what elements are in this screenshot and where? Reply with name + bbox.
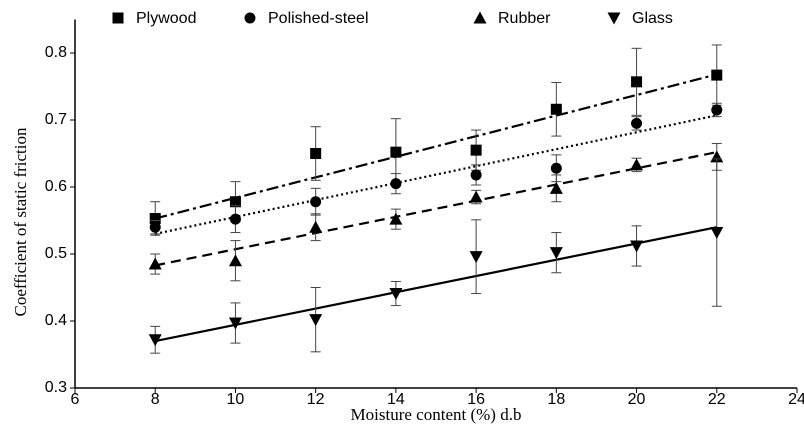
marker [549,247,563,260]
marker [389,212,403,225]
x-tick-label: 16 [467,391,485,408]
marker [470,169,482,181]
marker [469,251,483,264]
y-tick-label: 0.4 [45,312,67,329]
legend-marker [244,12,256,24]
x-tick-label: 8 [151,391,160,408]
legend-marker [607,12,621,25]
y-tick-label: 0.5 [45,245,67,262]
y-tick-label: 0.3 [45,379,67,396]
x-tick-label: 18 [547,391,565,408]
legend-label: Rubber [498,10,551,27]
y-axis-label: Coefficient of static friction [11,127,30,316]
y-tick-label: 0.8 [45,44,67,61]
marker [711,69,723,81]
marker [389,288,403,301]
marker [229,196,241,208]
marker [148,334,162,347]
y-tick-label: 0.7 [45,111,67,128]
legend-label: Plywood [136,10,196,27]
marker [149,212,161,224]
x-tick-label: 22 [708,391,726,408]
marker [631,76,643,88]
marker [711,104,723,116]
legend-label: Polished-steel [268,10,369,27]
marker [550,103,562,115]
trend-line [155,226,717,343]
marker [710,227,724,240]
marker [228,317,242,330]
trend-line [154,114,718,235]
marker [470,144,482,156]
marker [309,220,323,233]
x-axis-label: Moisture content (%) d.b [351,405,522,424]
marker [229,213,241,225]
marker [148,257,162,270]
marker [310,148,322,159]
x-tick-label: 24 [788,391,804,408]
legend-marker [473,11,487,24]
x-tick-label: 12 [307,391,325,408]
y-tick-label: 0.6 [45,178,67,195]
marker [549,181,563,194]
legend-label: Glass [632,10,673,27]
marker [390,178,402,190]
x-tick-label: 6 [71,391,80,408]
marker [390,146,402,158]
marker [550,162,562,174]
marker [309,314,323,327]
trend-line [154,73,718,220]
x-tick-label: 20 [628,391,646,408]
marker [149,221,161,233]
x-tick-label: 14 [387,391,405,408]
marker [228,254,242,267]
marker [631,117,643,129]
marker [469,190,483,203]
x-tick-label: 10 [227,391,245,408]
marker [630,158,644,171]
legend-marker [112,12,124,24]
marker [310,196,322,208]
marker [630,240,644,253]
